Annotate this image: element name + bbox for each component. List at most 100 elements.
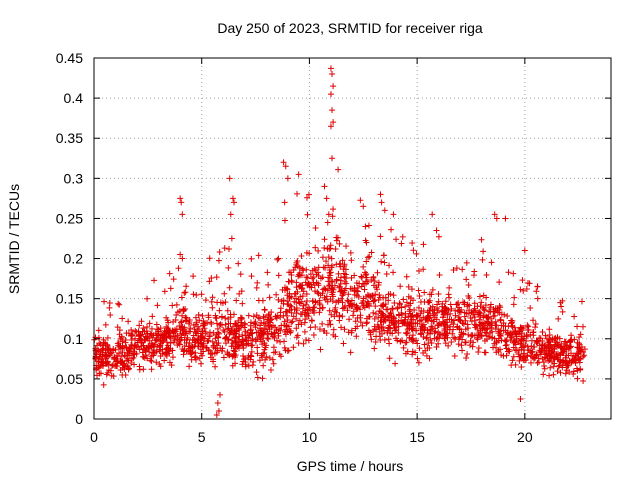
data-point: [480, 306, 487, 313]
data-point: [387, 291, 394, 298]
data-point: [268, 330, 275, 337]
data-point: [576, 359, 583, 366]
data-point: [381, 207, 388, 214]
data-point: [485, 333, 492, 340]
data-point: [470, 339, 477, 346]
data-point: [190, 273, 197, 280]
data-point: [370, 282, 377, 289]
data-point: [339, 257, 346, 264]
data-point: [463, 276, 470, 283]
data-point: [312, 244, 319, 251]
data-point: [404, 348, 411, 355]
data-point: [539, 328, 546, 335]
data-point: [273, 326, 280, 333]
data-point: [325, 211, 332, 218]
data-point: [562, 370, 569, 377]
data-point: [398, 309, 405, 316]
data-point: [256, 315, 263, 322]
data-point: [374, 269, 381, 276]
data-point: [448, 316, 455, 323]
data-point: [104, 359, 111, 366]
data-point: [136, 322, 143, 329]
data-point: [192, 356, 199, 363]
data-point: [496, 309, 503, 316]
data-point: [262, 326, 269, 333]
data-point: [461, 301, 468, 308]
data-point: [97, 351, 104, 358]
data-point: [149, 313, 156, 320]
data-point: [540, 359, 547, 366]
data-point: [366, 303, 373, 310]
data-point: [480, 314, 487, 321]
data-point: [288, 319, 295, 326]
data-point: [557, 344, 564, 351]
data-point: [413, 327, 420, 334]
data-point: [479, 256, 486, 263]
data-point: [562, 338, 569, 345]
data-point: [253, 312, 260, 319]
data-point: [119, 372, 126, 379]
data-point: [226, 175, 233, 182]
y-tick-label: 0.3: [64, 170, 84, 186]
data-point: [229, 340, 236, 347]
data-point: [502, 215, 509, 222]
y-tick-label: 0.15: [56, 291, 83, 307]
data-point: [282, 163, 289, 170]
data-point: [327, 245, 334, 252]
data-point: [306, 250, 313, 257]
data-point: [414, 355, 421, 362]
data-point: [286, 290, 293, 297]
data-point: [326, 317, 333, 324]
data-point: [239, 300, 246, 307]
data-point: [236, 290, 243, 297]
data-point: [161, 357, 168, 364]
data-point: [463, 259, 470, 266]
data-point: [227, 211, 234, 218]
data-point: [129, 332, 136, 339]
data-point: [284, 317, 291, 324]
data-point: [160, 332, 167, 339]
data-point: [480, 248, 487, 255]
data-point: [208, 321, 215, 328]
data-point: [558, 345, 565, 352]
data-point: [429, 286, 436, 293]
data-point: [379, 310, 386, 317]
data-point: [276, 326, 283, 333]
data-point: [204, 338, 211, 345]
plot-frame: [93, 57, 612, 420]
data-point: [459, 347, 466, 354]
data-point: [487, 301, 494, 308]
data-point: [559, 308, 566, 315]
data-point: [434, 334, 441, 341]
data-point: [167, 340, 174, 347]
data-point: [128, 332, 135, 339]
data-point: [367, 331, 374, 338]
data-point: [114, 340, 121, 347]
data-point: [400, 344, 407, 351]
data-point: [177, 195, 184, 202]
data-point: [312, 298, 319, 305]
data-point: [506, 330, 513, 337]
data-point: [565, 361, 572, 368]
data-point: [332, 333, 339, 340]
data-point: [426, 355, 433, 362]
data-point: [235, 317, 242, 324]
data-point: [352, 318, 359, 325]
data-point: [264, 322, 271, 329]
data-point: [378, 258, 385, 265]
data-point: [444, 329, 451, 336]
data-point: [500, 322, 507, 329]
data-point: [225, 264, 232, 271]
data-point: [580, 377, 587, 384]
data-point: [450, 267, 457, 274]
data-point: [522, 342, 529, 349]
data-point: [495, 337, 502, 344]
data-point: [481, 337, 488, 344]
data-point: [146, 320, 153, 327]
data-point: [424, 330, 431, 337]
data-point: [542, 332, 549, 339]
data-point: [118, 334, 125, 341]
data-point: [116, 301, 123, 308]
data-point: [433, 227, 440, 234]
data-point: [459, 266, 466, 273]
